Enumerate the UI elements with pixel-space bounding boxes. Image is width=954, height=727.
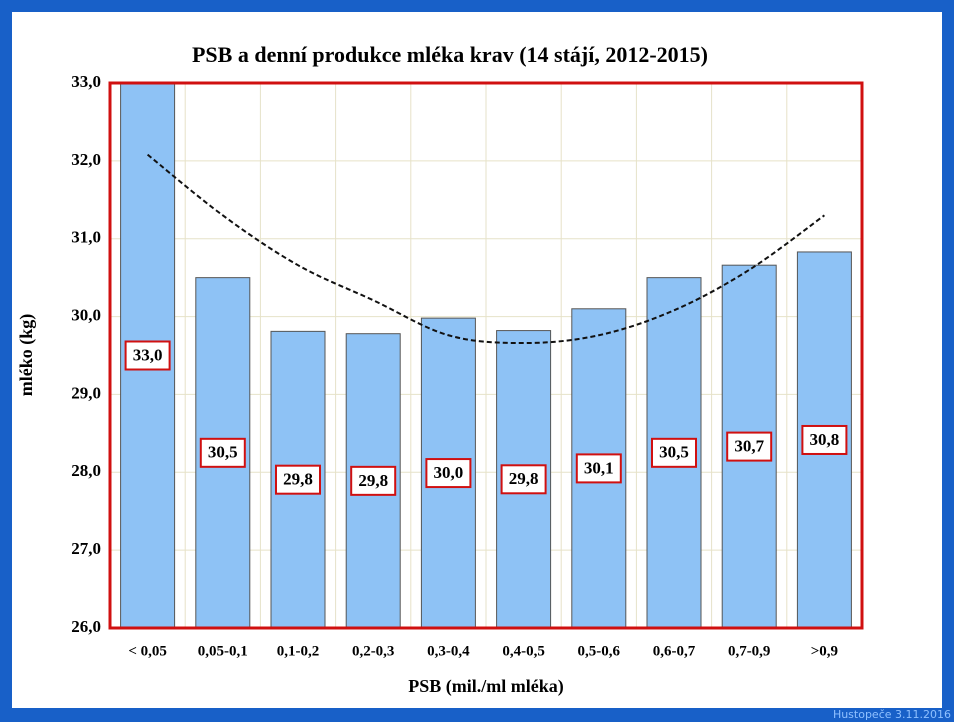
x-tick-label: 0,5-0,6 xyxy=(578,643,621,659)
y-tick-label: 27,0 xyxy=(71,539,101,558)
x-tick-label: 0,2-0,3 xyxy=(352,643,395,659)
y-tick-label: 32,0 xyxy=(71,150,101,169)
footer: Hustopeče 3.11.2016 xyxy=(833,708,951,721)
y-tick-label: 31,0 xyxy=(71,228,101,247)
x-tick-label: 0,6-0,7 xyxy=(653,643,696,659)
x-tick-label: < 0,05 xyxy=(128,643,167,659)
value-label-box xyxy=(124,340,171,371)
chart-title: PSB a denní produkce mléka krav (14 stáj… xyxy=(192,42,708,67)
value-label: 30,7 xyxy=(734,436,764,455)
value-label: 30,5 xyxy=(659,443,689,462)
value-label: 29,8 xyxy=(283,470,313,489)
trend-line xyxy=(146,153,825,345)
x-tick-label: >0,9 xyxy=(811,643,838,659)
x-tick-label: 0,3-0,4 xyxy=(427,643,470,659)
value-label-box xyxy=(350,465,397,496)
value-label-box xyxy=(500,464,547,495)
value-label: 29,8 xyxy=(509,469,539,488)
value-label-box xyxy=(425,458,472,489)
value-label-box xyxy=(199,437,246,468)
x-tick-label: 0,1-0,2 xyxy=(277,643,320,659)
y-tick-label: 26,0 xyxy=(71,617,101,636)
x-axis-label: PSB (mil./ml mléka) xyxy=(408,676,564,697)
y-tick-label: 29,0 xyxy=(71,383,101,402)
value-label: 30,8 xyxy=(810,430,840,449)
value-label-box xyxy=(726,431,773,462)
y-tick-label: 30,0 xyxy=(71,305,101,324)
value-label: 30,5 xyxy=(208,443,238,462)
value-label-box xyxy=(575,453,622,484)
x-tick-label: 0,05-0,1 xyxy=(198,643,248,659)
value-label-box xyxy=(801,424,848,455)
value-label: 30,0 xyxy=(434,463,464,482)
x-tick-label: 0,4-0,5 xyxy=(502,643,545,659)
x-tick-label: 0,7-0,9 xyxy=(728,643,771,659)
plot-border xyxy=(108,81,864,630)
value-label: 33,0 xyxy=(133,345,163,364)
value-label-box xyxy=(275,464,321,495)
y-axis-label: mléko (kg) xyxy=(16,314,37,397)
y-tick-label: 33,0 xyxy=(71,72,101,91)
value-label-box xyxy=(651,437,697,468)
y-tick-label: 28,0 xyxy=(71,461,101,480)
value-label: 30,1 xyxy=(584,458,614,477)
value-label: 29,8 xyxy=(358,471,388,490)
